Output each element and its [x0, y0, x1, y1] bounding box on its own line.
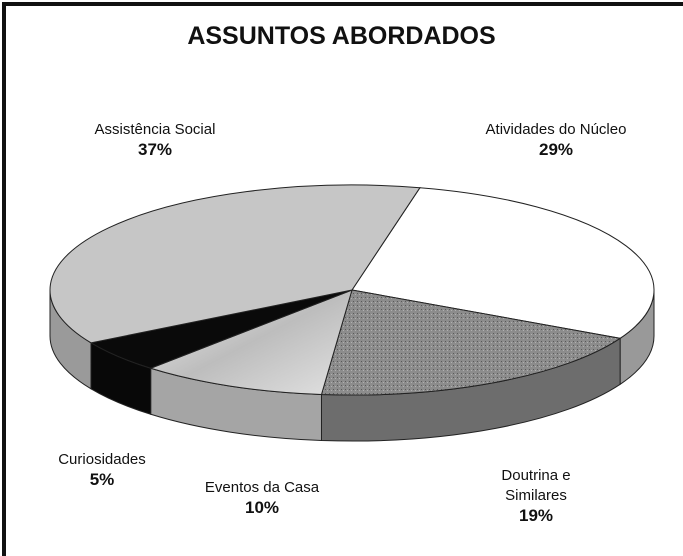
category-label: Curiosidades	[58, 451, 146, 468]
value-label: 10%	[244, 498, 280, 517]
slice-label: Assistência Social 37%	[80, 120, 230, 160]
value-label: 37%	[137, 140, 173, 159]
slice-label: Eventos da Casa 10%	[202, 478, 322, 518]
value-label: 19%	[518, 506, 554, 525]
value-label: 29%	[538, 140, 574, 159]
slice	[351, 187, 655, 339]
category-label: Eventos da Casa	[204, 479, 320, 496]
slice	[49, 184, 421, 344]
slice-label: Curiosidades 5%	[37, 450, 167, 490]
slice-label: Doutrina e Similares 19%	[471, 466, 601, 526]
category-label: Atividades do Núcleo	[485, 121, 627, 138]
category-label: Doutrina e Similares	[501, 467, 571, 504]
chart-title: ASSUNTOS ABORDADOS	[187, 22, 496, 50]
category-label: Assistência Social	[94, 121, 216, 138]
slice	[320, 289, 622, 396]
value-label: 5%	[89, 470, 115, 489]
slice	[149, 289, 353, 395]
slice-label: Atividades do Núcleo 29%	[481, 120, 631, 160]
